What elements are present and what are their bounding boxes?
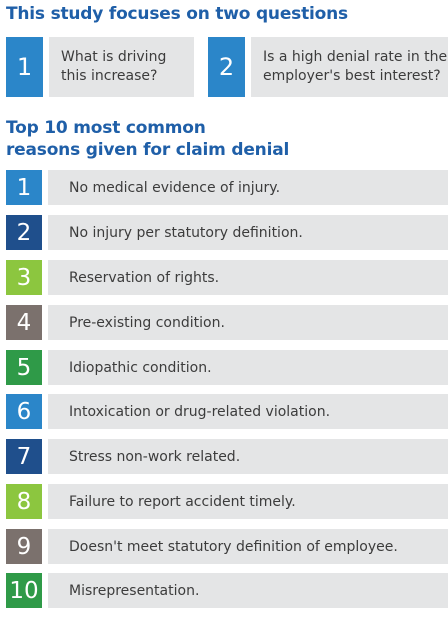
- reason-bar: Pre-existing condition.: [48, 305, 448, 340]
- reason-label: No medical evidence of injury.: [69, 179, 281, 196]
- reason-number-badge: 6: [6, 394, 42, 429]
- reason-row-6: 6 Intoxication or drug-related violation…: [6, 394, 448, 429]
- reason-row-9: 9 Doesn't meet statutory definition of e…: [6, 529, 448, 564]
- reason-row-3: 3 Reservation of rights.: [6, 260, 448, 295]
- reason-bar: No medical evidence of injury.: [48, 170, 448, 205]
- reason-row-4: 4 Pre-existing condition.: [6, 305, 448, 340]
- reason-bar: Reservation of rights.: [48, 260, 448, 295]
- reason-bar: Failure to report accident timely.: [48, 484, 448, 519]
- reason-bar: Idiopathic condition.: [48, 350, 448, 385]
- question-number-badge: 2: [208, 37, 245, 97]
- reason-row-1: 1 No medical evidence of injury.: [6, 170, 448, 205]
- question-box-1: 1 What is driving this increase?: [6, 37, 194, 97]
- reason-row-5: 5 Idiopathic condition.: [6, 350, 448, 385]
- reason-label: Misrepresentation.: [69, 582, 200, 599]
- question-text: What is driving this increase?: [61, 49, 167, 84]
- question-text-panel: Is a high denial rate in the employer's …: [251, 37, 448, 97]
- reason-bar: Doesn't meet statutory definition of emp…: [48, 529, 448, 564]
- question-box-2: 2 Is a high denial rate in the employer'…: [208, 37, 448, 97]
- reason-bar: Misrepresentation.: [48, 573, 448, 608]
- reason-label: Doesn't meet statutory definition of emp…: [69, 538, 398, 555]
- reason-label: Idiopathic condition.: [69, 359, 212, 376]
- reason-number-badge: 7: [6, 439, 42, 474]
- reason-bar: No injury per statutory definition.: [48, 215, 448, 250]
- reason-label: Failure to report accident timely.: [69, 493, 296, 510]
- reason-number-badge: 3: [6, 260, 42, 295]
- reason-number-badge: 1: [6, 170, 42, 205]
- reasons-heading: Top 10 most common reasons given for cla…: [6, 118, 290, 160]
- reason-label: Intoxication or drug-related violation.: [69, 403, 331, 420]
- study-heading: This study focuses on two questions: [6, 4, 348, 24]
- reason-row-2: 2 No injury per statutory definition.: [6, 215, 448, 250]
- reason-number-badge: 2: [6, 215, 42, 250]
- reason-bar: Intoxication or drug-related violation.: [48, 394, 448, 429]
- reason-label: No injury per statutory definition.: [69, 224, 303, 241]
- reason-label: Stress non-work related.: [69, 448, 241, 465]
- reason-label: Pre-existing condition.: [69, 314, 225, 331]
- reason-number-badge: 9: [6, 529, 42, 564]
- reason-number-badge: 5: [6, 350, 42, 385]
- reason-bar: Stress non-work related.: [48, 439, 448, 474]
- reason-label: Reservation of rights.: [69, 269, 220, 286]
- reason-row-8: 8 Failure to report accident timely.: [6, 484, 448, 519]
- question-text: Is a high denial rate in the employer's …: [263, 49, 448, 84]
- reason-row-7: 7 Stress non-work related.: [6, 439, 448, 474]
- reason-number-badge: 4: [6, 305, 42, 340]
- reason-row-10: 10 Misrepresentation.: [6, 573, 448, 608]
- reason-number-badge: 8: [6, 484, 42, 519]
- question-text-panel: What is driving this increase?: [49, 37, 194, 97]
- question-number-badge: 1: [6, 37, 43, 97]
- reason-number-badge: 10: [6, 573, 42, 608]
